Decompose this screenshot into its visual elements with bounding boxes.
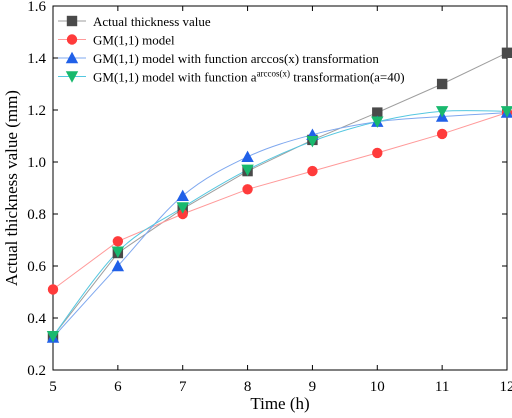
legend-marker	[67, 16, 77, 26]
legend-label: Actual thickness value	[93, 14, 211, 29]
y-tick-label: 1.6	[27, 0, 46, 15]
series-lines-layer	[53, 53, 507, 338]
x-tick-label: 9	[309, 379, 317, 395]
legend-marker	[67, 34, 77, 44]
series-line-1	[53, 53, 507, 336]
series-3-point	[177, 190, 189, 201]
x-tick-label: 8	[244, 379, 252, 395]
x-tick-label: 7	[179, 379, 187, 395]
series-2-point	[113, 236, 123, 246]
legend: Actual thickness value GM(1,1) model GM(1,…	[58, 14, 405, 85]
y-axis-label: Actual thickness value (mm)	[2, 90, 21, 286]
series-2-point	[372, 148, 382, 158]
y-tick-label: 1.0	[27, 155, 46, 171]
x-tick-label: 6	[114, 379, 122, 395]
y-tick-label: 0.2	[27, 363, 46, 379]
series-2-point	[437, 129, 447, 139]
series-2-point	[307, 166, 317, 176]
y-tick-label: 0.4	[27, 311, 46, 327]
x-tick-label: 10	[370, 379, 385, 395]
x-tick-label: 12	[500, 379, 512, 395]
series-2-point	[48, 284, 58, 294]
y-tick-label: 0.6	[27, 259, 46, 275]
legend-label: GM(1,1) model with function aarccos(x) t…	[93, 69, 405, 85]
series-3-point	[241, 151, 253, 162]
series-markers-layer	[47, 48, 512, 343]
x-axis-label: Time (h)	[250, 394, 309, 413]
y-tick-label: 0.8	[27, 207, 46, 223]
series-line-3	[53, 113, 507, 338]
series-1-point	[437, 79, 447, 89]
y-tick-label: 1.4	[27, 51, 46, 67]
legend-label: GM(1,1) model	[93, 33, 175, 48]
x-tick-label: 5	[49, 379, 57, 395]
x-tick-label: 11	[435, 379, 449, 395]
legend-label: GM(1,1) model with function arccos(x) tr…	[93, 51, 379, 66]
series-1-point	[502, 48, 512, 58]
y-tick-label: 1.2	[27, 103, 46, 119]
series-2-point	[242, 184, 252, 194]
